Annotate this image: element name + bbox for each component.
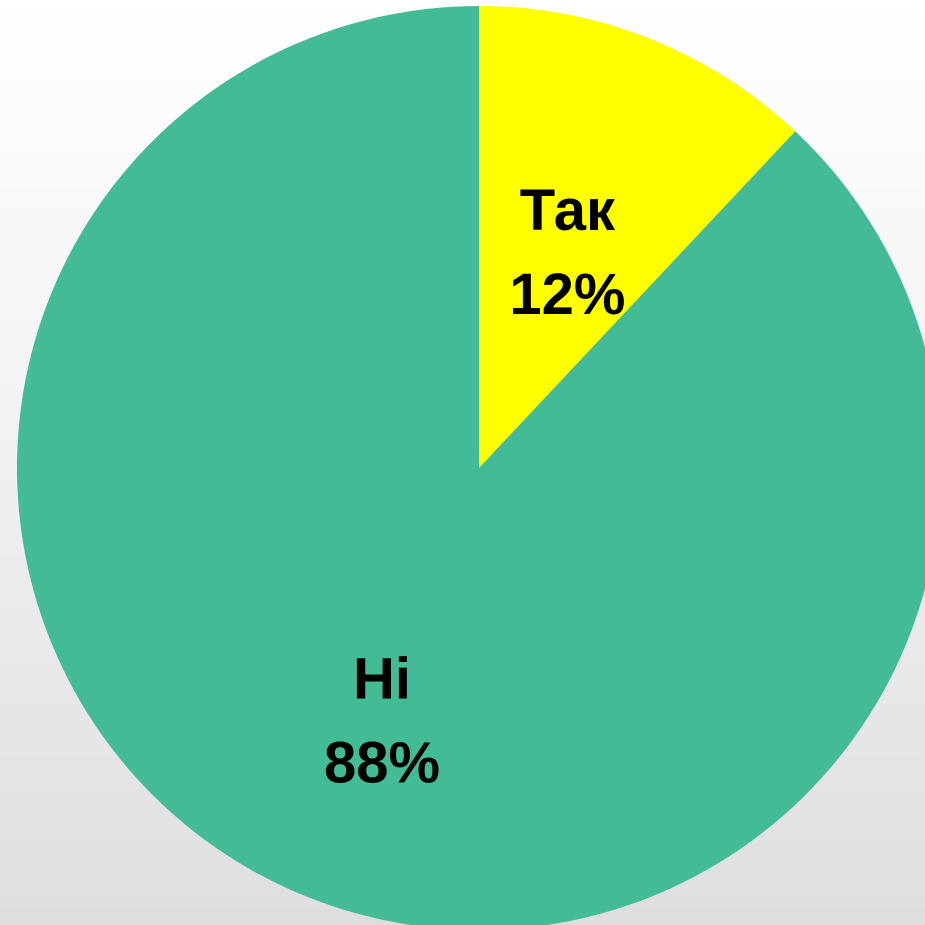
pie-slices (17, 6, 925, 925)
pie-slice-percent: 88% (324, 730, 440, 795)
pie-labels: Так 12% Ні 88% (324, 178, 625, 795)
pie-slice-percent: 12% (509, 262, 625, 327)
pie-slice-label: Ні (353, 646, 411, 711)
pie-slice-label: Так (520, 178, 616, 243)
pie-slice-ni (17, 6, 925, 925)
pie-slice-tak (479, 6, 796, 468)
